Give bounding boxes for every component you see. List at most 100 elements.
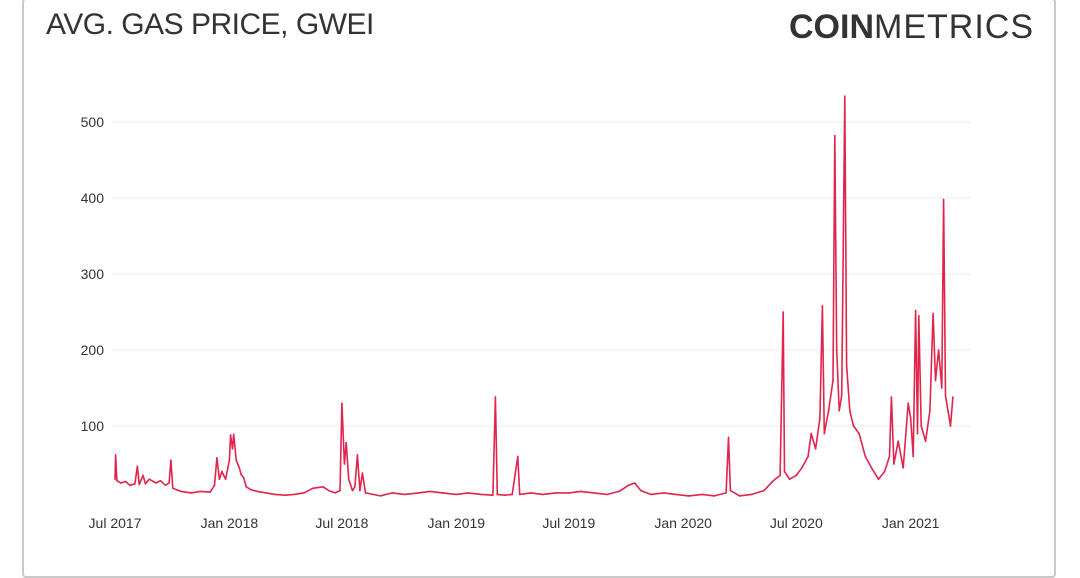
data-point <box>429 490 432 493</box>
y-tick-label: 400 <box>81 190 105 206</box>
data-point <box>554 492 557 494</box>
y-tick-label: 100 <box>81 418 105 434</box>
data-point <box>238 467 241 469</box>
data-point <box>441 492 444 494</box>
data-point <box>844 95 846 97</box>
data-point <box>713 495 715 497</box>
data-point <box>618 490 620 493</box>
data-point <box>343 463 346 465</box>
data-point <box>168 482 170 484</box>
data-point <box>221 470 223 473</box>
data-point <box>364 492 367 494</box>
data-point <box>845 364 848 367</box>
data-point <box>356 454 359 456</box>
data-point <box>650 493 652 496</box>
data-point <box>517 455 519 458</box>
data-point <box>920 425 922 427</box>
data-point <box>159 479 162 482</box>
data-point <box>606 493 609 496</box>
data-point <box>231 448 234 450</box>
data-point <box>827 410 830 412</box>
data-point <box>952 396 954 398</box>
data-point <box>354 486 356 488</box>
grid-lines <box>112 121 970 427</box>
data-point <box>142 474 144 477</box>
data-point <box>924 440 927 443</box>
data-point <box>907 402 909 405</box>
data-point <box>738 495 741 497</box>
data-point <box>541 493 544 496</box>
data-point <box>274 493 276 496</box>
data-point <box>838 410 840 412</box>
data-point <box>870 467 873 469</box>
data-point <box>763 489 765 492</box>
data-point <box>322 486 325 488</box>
data-point <box>688 495 690 497</box>
brand-light-text: METRICS <box>874 8 1034 46</box>
data-point <box>779 474 781 477</box>
x-tick-label: Jul 2019 <box>542 515 595 531</box>
data-point <box>912 455 914 458</box>
data-point <box>303 492 305 494</box>
data-point <box>341 402 343 405</box>
data-point <box>530 492 532 494</box>
data-point <box>494 396 497 398</box>
data-point <box>750 493 753 496</box>
data-point <box>674 493 677 496</box>
data-point <box>116 479 118 482</box>
brand-bold-text: COIN <box>789 8 874 46</box>
x-tick-label: Jul 2017 <box>89 515 142 531</box>
data-point <box>144 483 147 485</box>
data-point <box>633 482 636 484</box>
data-point <box>216 457 218 459</box>
data-point <box>417 492 420 494</box>
data-point <box>944 394 947 397</box>
data-point <box>124 480 127 483</box>
data-point <box>727 436 730 439</box>
x-tick-label: Jan 2018 <box>201 515 259 531</box>
data-point <box>284 494 287 497</box>
data-point <box>701 493 704 496</box>
data-point <box>114 478 116 481</box>
data-point <box>834 134 836 137</box>
data-point <box>849 410 851 412</box>
data-point <box>918 315 920 317</box>
y-axis-tick-labels: 100 200 300 400 500 <box>81 114 105 434</box>
data-point <box>334 492 336 494</box>
data-point <box>496 493 499 496</box>
series-line <box>114 95 954 497</box>
data-point <box>372 493 374 496</box>
data-point <box>114 454 117 456</box>
data-point <box>180 490 182 493</box>
data-point <box>265 492 267 494</box>
data-point <box>235 459 237 462</box>
data-point <box>883 470 886 473</box>
data-point <box>890 396 893 398</box>
data-point <box>232 433 235 436</box>
data-point <box>947 410 949 412</box>
data-point <box>170 459 172 462</box>
data-point <box>172 487 174 490</box>
data-point <box>823 432 826 435</box>
data-point <box>134 483 136 485</box>
data-point <box>929 410 931 412</box>
data-point <box>932 312 934 315</box>
data-point <box>155 482 157 484</box>
data-point <box>835 349 838 351</box>
data-point <box>807 455 809 458</box>
data-point <box>136 465 139 468</box>
data-point <box>403 493 406 496</box>
data-point <box>190 492 193 494</box>
data-point <box>772 479 775 482</box>
data-point <box>511 493 513 496</box>
data-point <box>795 474 798 477</box>
data-point <box>119 482 122 484</box>
data-point <box>328 489 330 492</box>
data-point <box>229 434 232 436</box>
y-tick-label: 200 <box>81 342 105 358</box>
data-point <box>916 432 919 435</box>
data-point <box>347 478 350 481</box>
data-point <box>345 441 348 444</box>
chart-title: AVG. GAS PRICE, GWEI <box>46 8 374 41</box>
data-point <box>858 432 860 435</box>
